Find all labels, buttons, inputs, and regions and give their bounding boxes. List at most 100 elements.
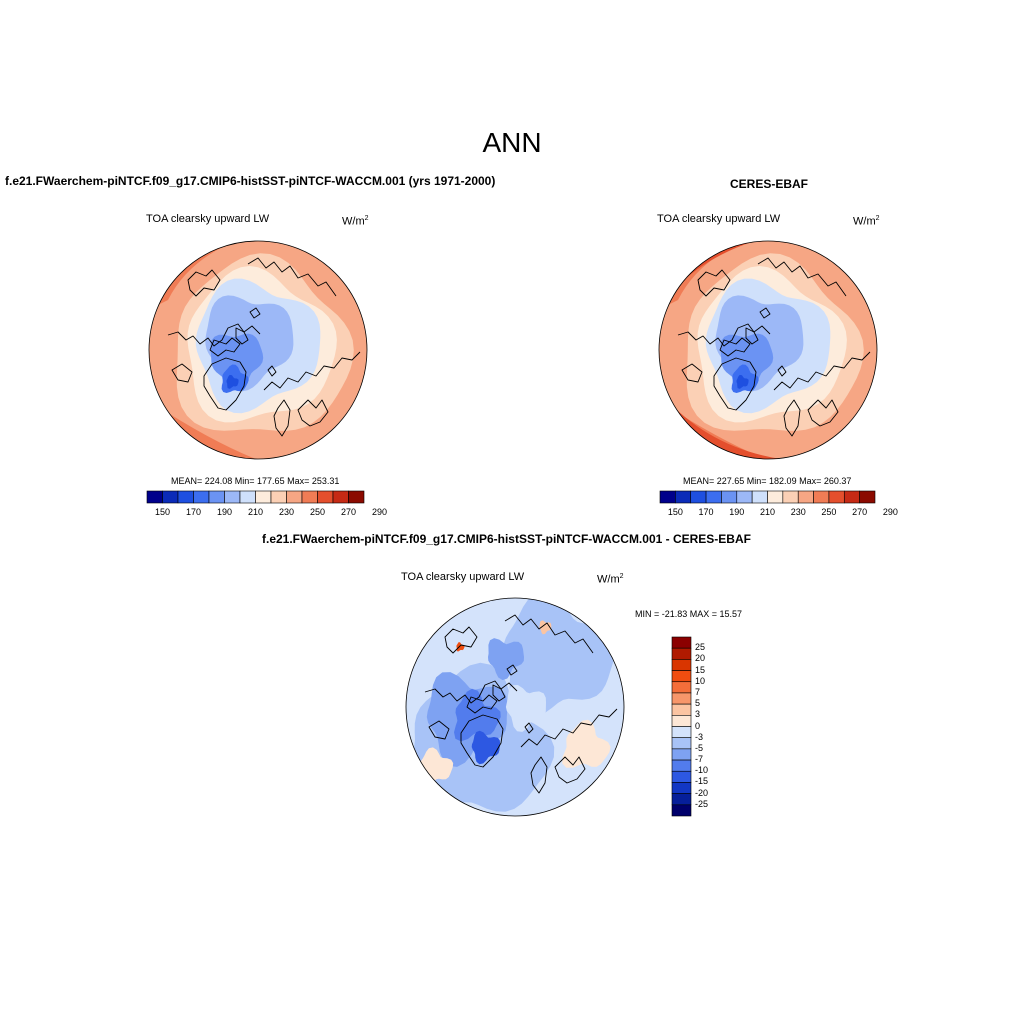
coastline (783, 399, 801, 437)
field-fill (226, 374, 239, 389)
colorbar-swatch (270, 490, 287, 504)
colorbar-swatch (797, 490, 814, 504)
coastline (697, 269, 731, 297)
colorbar-swatch (671, 692, 692, 705)
main-title: ANN (482, 127, 542, 158)
obs-colorbar-labels: 150 170 190 210 230 250 270 290 (660, 507, 898, 519)
colorbar-tick-label: 190 (216, 507, 233, 517)
colorbar-tick-label: -5 (695, 742, 704, 753)
coastline (267, 365, 277, 377)
coastline (247, 257, 337, 297)
coastline (719, 337, 751, 357)
field-fill (454, 688, 501, 742)
colorbar-tick-label: 210 (759, 507, 776, 517)
colorbar-tick-label: -25 (695, 798, 709, 809)
coastline (757, 257, 847, 297)
colorbar-tick-label: -7 (695, 754, 704, 765)
diff-colorbar (671, 636, 692, 817)
colorbar-tick-label: -10 (695, 765, 709, 776)
coastline (713, 357, 757, 411)
colorbar-swatch (671, 737, 692, 750)
colorbar-swatch (659, 490, 676, 504)
field-fill (505, 685, 546, 732)
diff-variable-label: TOA clearsky upward LW (401, 571, 525, 583)
colorbar-tick-label: 150 (667, 507, 683, 517)
colorbar-tick-label: 170 (185, 507, 202, 517)
model-variable-label: TOA clearsky upward LW (146, 213, 270, 225)
model-colorbar (146, 490, 365, 504)
diff-polar-map (405, 597, 625, 817)
map-border (405, 597, 625, 817)
coastline (444, 626, 478, 654)
colorbar-tick-label: 250 (309, 507, 326, 517)
colorbar-tick-label: 230 (790, 507, 806, 517)
model-colorbar-labels: 150 170 190 210 230 250 270 290 (147, 507, 387, 519)
colorbar-swatch (767, 490, 784, 504)
coastline (759, 307, 771, 319)
diff-stats: MIN = -21.83 MAX = 15.57 (635, 609, 743, 619)
colorbar-swatch (690, 490, 707, 504)
colorbar-swatch (671, 748, 692, 761)
colorbar-swatch (828, 490, 845, 504)
field-fill (471, 730, 501, 765)
colorbar-tick-label: 150 (154, 507, 171, 517)
colorbar-swatch (671, 670, 692, 683)
coastline (492, 684, 506, 702)
colorbar-swatch (239, 490, 256, 504)
diff-case-title: f.e21.FWaerchem-piNTCF.f09_g17.CMIP6-his… (262, 532, 751, 546)
colorbar-tick-label: 170 (698, 507, 714, 517)
colorbar-swatch (671, 793, 692, 806)
coastline (466, 694, 498, 714)
colorbar-tick-label: 290 (882, 507, 898, 517)
colorbar-swatch (224, 490, 241, 504)
coastline (530, 756, 548, 794)
colorbar-tick-label: 10 (695, 675, 706, 686)
colorbar-tick-label: -3 (695, 731, 704, 742)
colorbar-swatch (671, 715, 692, 727)
field-fill (456, 642, 465, 652)
coastline (524, 722, 534, 734)
colorbar-swatch (843, 490, 860, 504)
coastline (235, 327, 249, 345)
coastline (554, 756, 586, 784)
colorbar-swatch (332, 490, 349, 504)
diff-units-label: W/m2 (597, 573, 624, 586)
colorbar-tick-label: 20 (695, 653, 706, 664)
model-stats: MEAN= 224.08 Min= 177.65 Max= 253.31 (171, 476, 340, 486)
colorbar-swatch (286, 490, 303, 504)
colorbar-swatch (671, 804, 692, 817)
coastline (203, 357, 247, 411)
colorbar-tick-label: 190 (729, 507, 745, 517)
colorbar-swatch (317, 490, 334, 504)
coastline (209, 337, 241, 357)
coastline (807, 399, 839, 427)
coastline (460, 714, 504, 768)
colorbar-swatch (671, 759, 692, 772)
colorbar-tick-label: 15 (695, 664, 706, 675)
colorbar-swatch (751, 490, 768, 504)
coastline (297, 399, 329, 427)
colorbar-swatch (671, 659, 692, 671)
colorbar-swatch (193, 490, 210, 504)
colorbar-tick-label: 210 (247, 507, 264, 517)
colorbar-tick-label: 5 (695, 698, 701, 709)
obs-polar-map (658, 240, 878, 460)
coastline (777, 365, 787, 377)
colorbar-swatch (255, 490, 272, 504)
coastline (428, 720, 450, 740)
colorbar-swatch (671, 681, 692, 694)
coastline (187, 269, 221, 297)
colorbar-swatch (177, 490, 194, 504)
colorbar-swatch (671, 647, 692, 660)
colorbar-swatch (671, 782, 692, 794)
colorbar-tick-label: 25 (695, 642, 706, 653)
colorbar-swatch (146, 490, 163, 504)
colorbar-swatch (782, 490, 799, 504)
obs-variable-label: TOA clearsky upward LW (657, 213, 781, 225)
colorbar-tick-label: 0 (695, 720, 701, 731)
colorbar-tick-label: 7 (695, 686, 701, 697)
coastline (273, 399, 291, 437)
colorbar-swatch (671, 636, 692, 649)
map-border (148, 240, 368, 460)
field-fill (539, 620, 552, 635)
